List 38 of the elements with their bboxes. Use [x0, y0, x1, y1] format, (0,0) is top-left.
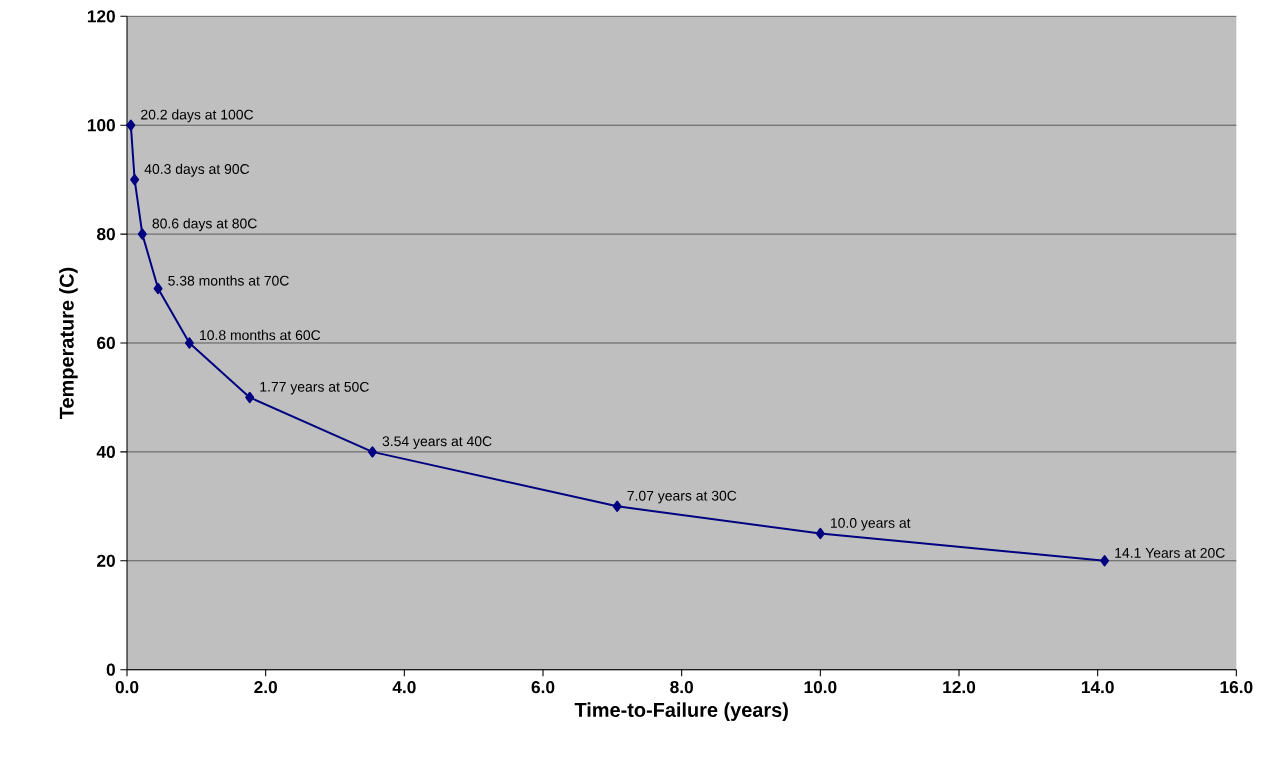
y-tick-label: 40: [96, 445, 115, 459]
x-tick-label: 10.0: [804, 681, 837, 694]
x-tick-label: 8.0: [670, 681, 693, 694]
y-tick-label: 120: [87, 10, 115, 23]
annotation: 10.0 years at: [831, 518, 911, 531]
y-tick-label: 0: [106, 663, 115, 676]
annotation: 80.6 days at 80C: [152, 218, 257, 232]
point: [184, 337, 194, 349]
annotation: 40.3 days at 90C: [144, 163, 250, 177]
annotation: 20.2 days at 100C: [141, 109, 254, 123]
point: [612, 500, 622, 513]
point: [126, 119, 136, 132]
y-tick-label: 80: [96, 228, 115, 241]
y-tick-label: 60: [97, 337, 115, 350]
x-tick-label: 16.0: [1220, 681, 1253, 694]
annotation: 1.77 years at 50C: [260, 382, 369, 395]
point: [137, 228, 147, 240]
point: [245, 391, 255, 404]
x-axis-title: Time-to-Failure (years): [574, 702, 788, 722]
x-tick-label: 0.0: [115, 681, 139, 694]
x-tick-label: 12.0: [943, 681, 976, 694]
point: [130, 174, 140, 186]
point: [815, 528, 825, 540]
x-tick-label: 2.0: [254, 681, 277, 694]
annotation: 5.38 months at 70C: [168, 275, 289, 286]
x-tick-label: 4.0: [392, 681, 416, 694]
annotation: 14.1 Years at 20C: [1115, 548, 1225, 559]
x-tick-label: 6.0: [531, 681, 555, 694]
annotation: 10.8 months at 60C: [200, 330, 321, 341]
annotation: 3.54 years at 40C: [382, 436, 492, 450]
x-tick-label: 14.0: [1081, 681, 1114, 694]
point: [367, 446, 377, 458]
point: [1100, 555, 1110, 567]
annotation: 7.07 years at 30C: [627, 490, 737, 504]
y-tick-label: 100: [87, 119, 115, 132]
point: [153, 283, 163, 295]
y-tick-label: 20: [97, 554, 115, 568]
y-axis-title: Temperature (C): [59, 267, 78, 420]
